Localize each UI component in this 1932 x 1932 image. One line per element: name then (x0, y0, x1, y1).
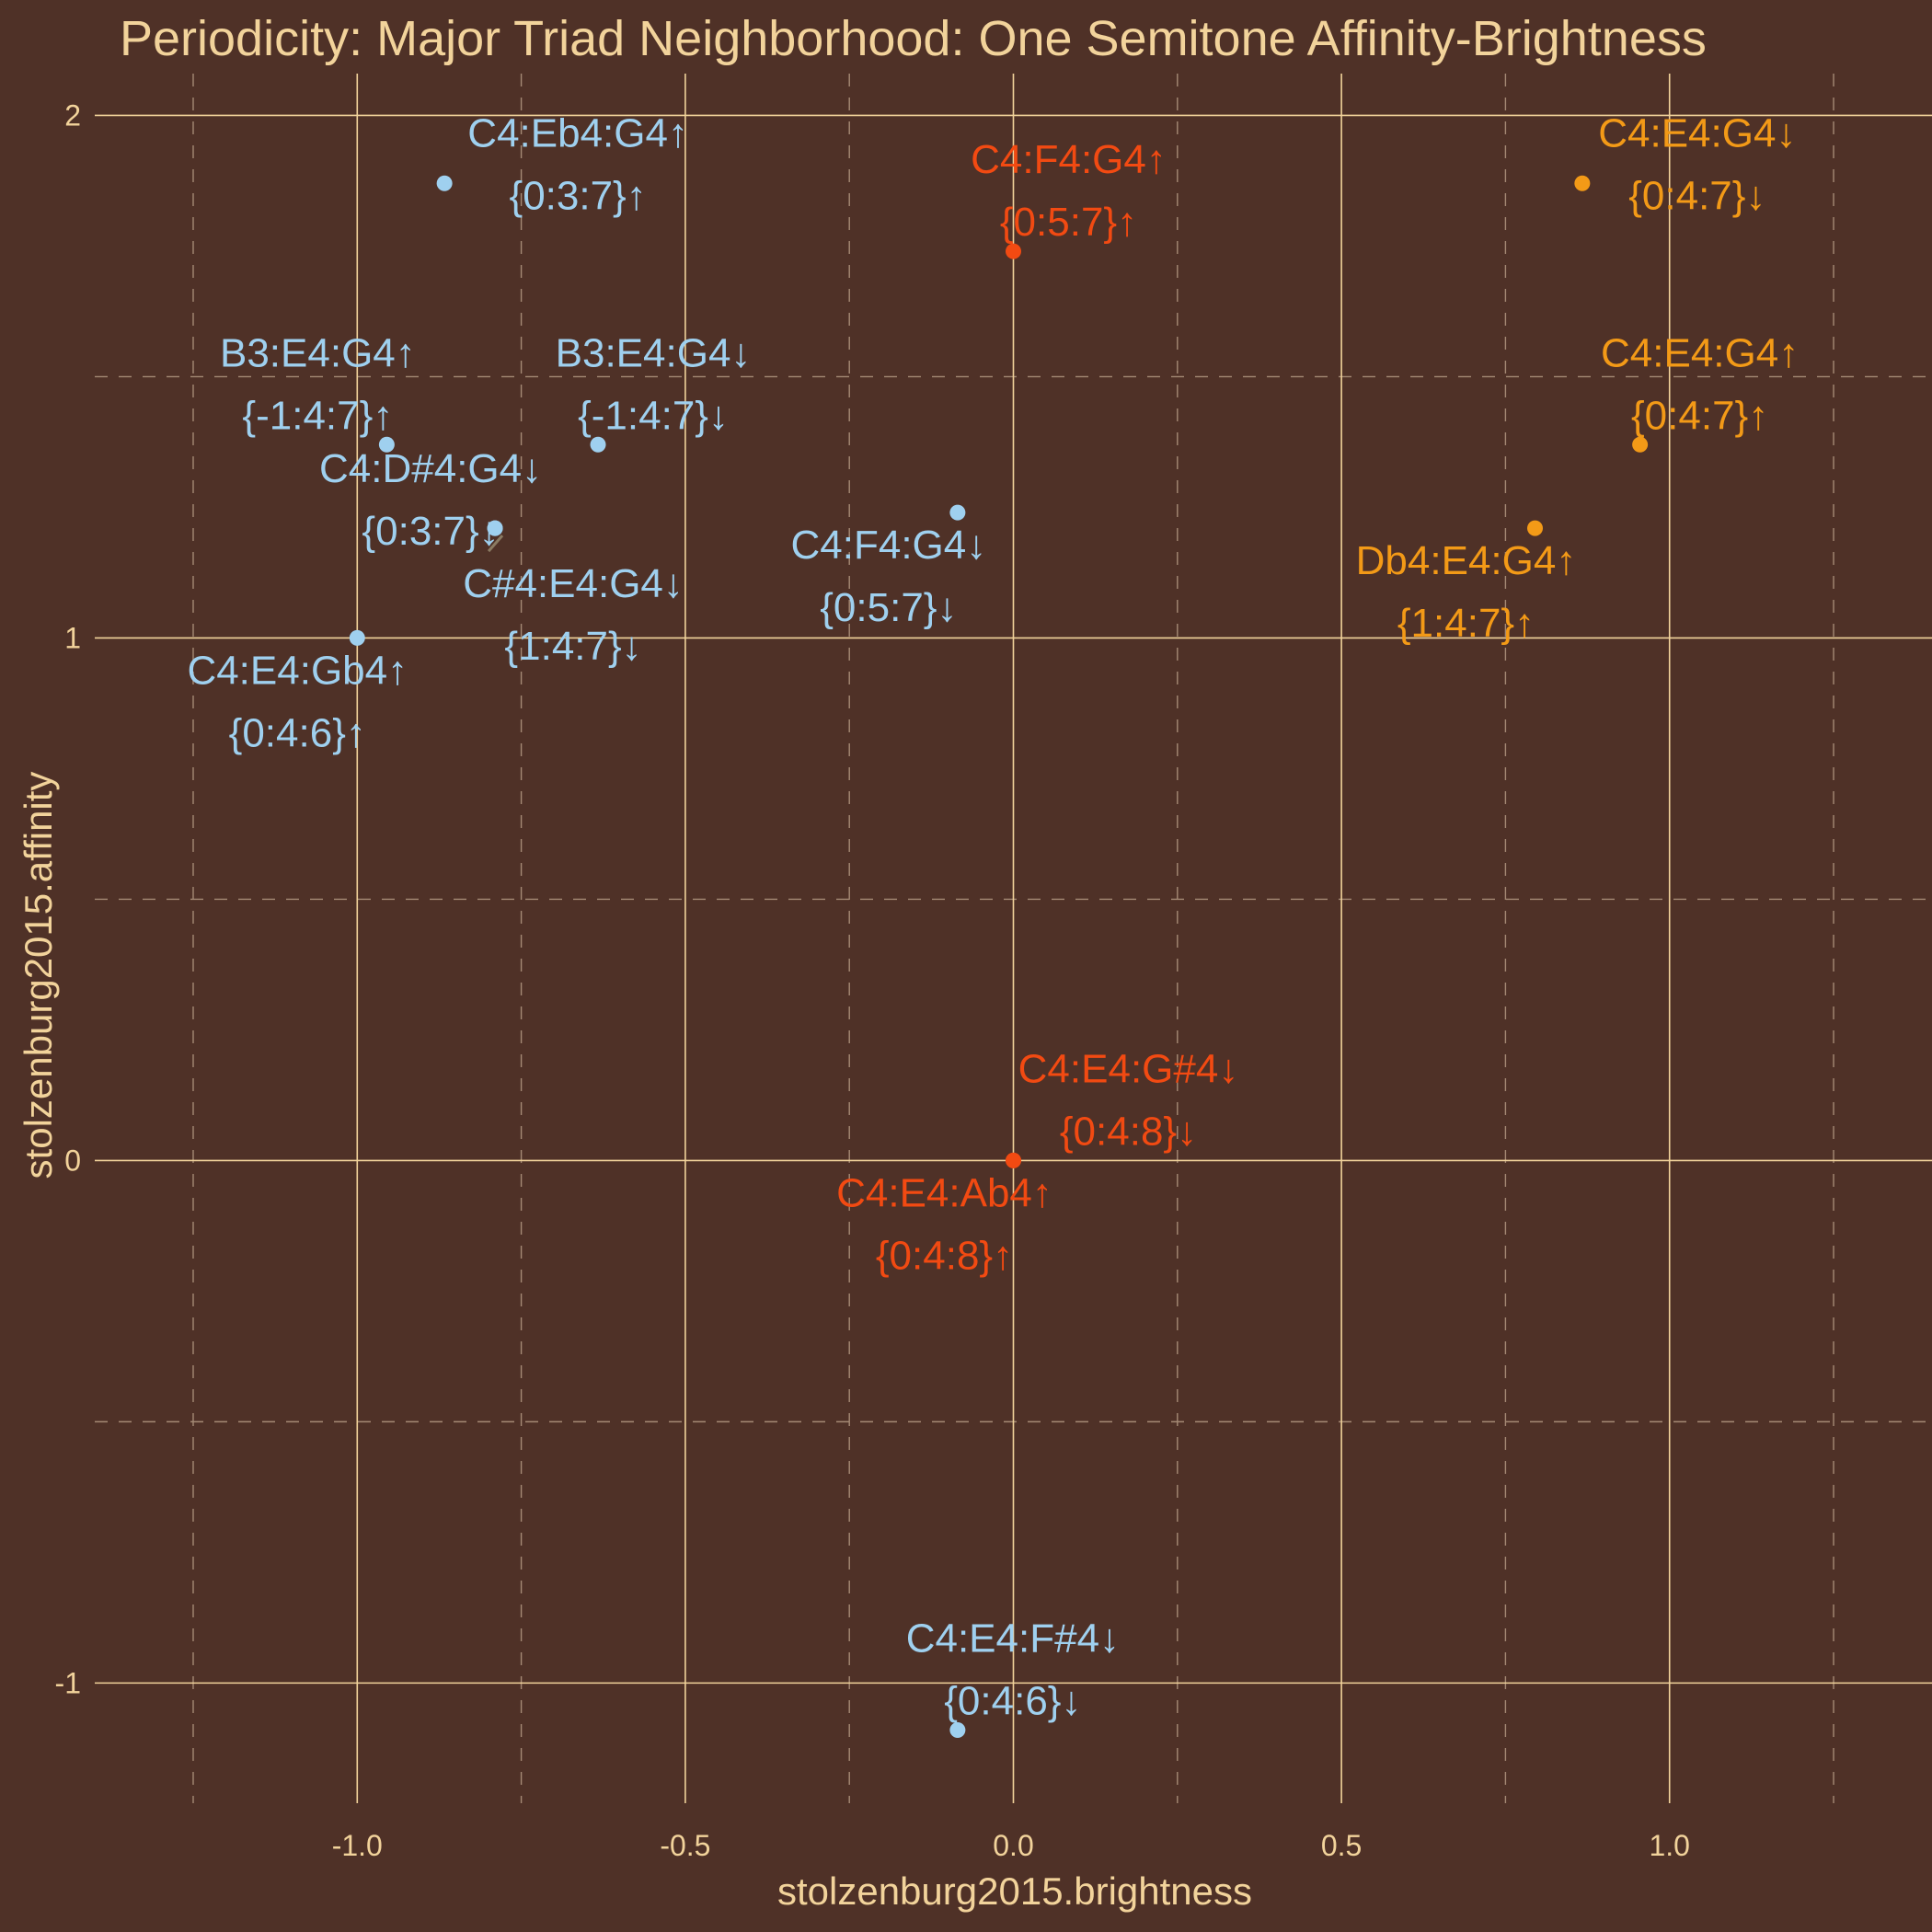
leader-lines (487, 535, 504, 553)
point-label-set: {0:4:7}↑ (1631, 393, 1768, 438)
point-label-name: C4:E4:F#4↓ (906, 1616, 1120, 1661)
data-point (1632, 436, 1649, 453)
data-point (349, 629, 365, 646)
point-label-name: Db4:E4:G4↑ (1356, 538, 1577, 583)
point-label-name: C4:E4:Gb4↑ (187, 648, 408, 693)
y-tick-label: 1 (64, 621, 81, 654)
point-label-set: {0:4:7}↓ (1628, 173, 1765, 218)
point-label-name: C4:Eb4:G4↑ (467, 110, 688, 155)
x-tick-label: -0.5 (660, 1829, 710, 1862)
data-point (436, 175, 453, 191)
point-label-set: {0:4:8}↓ (1060, 1109, 1197, 1154)
x-tick-label: 0.0 (993, 1829, 1033, 1862)
data-point (590, 436, 606, 453)
point-label-set: {0:4:8}↑ (876, 1233, 1013, 1278)
point-label-name: C4:E4:G4↑ (1601, 330, 1799, 375)
x-axis-label: stolzenburg2015.brightness (777, 1869, 1252, 1913)
y-axis-label: stolzenburg2015.affinity (17, 772, 60, 1179)
x-tick-label: 1.0 (1649, 1829, 1689, 1862)
point-label-set: {0:4:6}↑ (229, 710, 366, 755)
point-label-name: C4:E4:G4↓ (1598, 110, 1796, 155)
data-point (487, 520, 503, 536)
point-label-name: C4:D#4:G4↓ (319, 446, 542, 491)
data-point (378, 436, 395, 453)
x-tick-label: 0.5 (1321, 1829, 1362, 1862)
data-points (349, 175, 1649, 1738)
point-label-set: {0:4:6}↓ (944, 1678, 1081, 1723)
point-label-set: {0:5:7}↑ (1000, 200, 1137, 245)
point-label-set: {1:4:7}↑ (1397, 601, 1535, 646)
point-label-set: {0:5:7}↓ (820, 585, 957, 630)
point-label-set: {1:4:7}↓ (504, 624, 641, 669)
y-tick-label: 2 (64, 98, 81, 132)
data-point (1006, 243, 1021, 259)
point-label-name: B3:E4:G4↓ (556, 330, 752, 375)
x-tick-label: -1.0 (332, 1829, 383, 1862)
point-label-set: {0:3:7}↑ (510, 173, 647, 218)
chart-title: Periodicity: Major Triad Neighborhood: O… (120, 11, 1707, 66)
point-label-set: {-1:4:7}↑ (242, 393, 393, 438)
point-label-name: C4:F4:G4↑ (971, 137, 1167, 182)
point-label-set: {-1:4:7}↓ (578, 393, 729, 438)
data-point (949, 1721, 966, 1738)
data-point (1574, 175, 1591, 191)
y-tick-label: -1 (55, 1666, 81, 1699)
point-label-name: B3:E4:G4↑ (220, 330, 416, 375)
leader-line (487, 535, 504, 553)
tick-labels: -1.0 -0.5 0.0 0.5 1.0 -1 0 1 2 (55, 98, 1690, 1862)
point-label-name: C4:E4:Ab4↑ (836, 1170, 1052, 1215)
y-tick-label: 0 (64, 1144, 81, 1177)
point-label-name: C4:E4:G#4↓ (1018, 1046, 1239, 1091)
data-point (1527, 520, 1544, 536)
point-labels: C4:Eb4:G4↑ {0:3:7}↑ C4:F4:G4↑ {0:5:7}↑ C4:E4… (187, 110, 1799, 1723)
point-label-name: C#4:E4:G4↓ (463, 561, 684, 606)
data-point (949, 504, 966, 521)
point-label-set: {0:3:7}↓ (362, 509, 499, 554)
point-label-name: C4:F4:G4↓ (791, 523, 987, 568)
data-point (1006, 1152, 1021, 1168)
